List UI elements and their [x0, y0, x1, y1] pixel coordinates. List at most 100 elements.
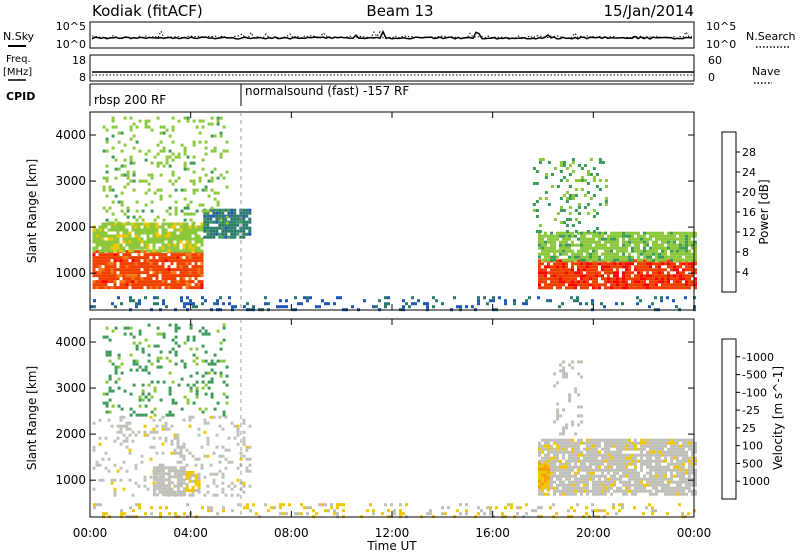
power-cell — [242, 208, 246, 212]
velocity-cell — [574, 489, 577, 493]
velocity-cell — [562, 369, 566, 373]
velocity-cell — [604, 465, 607, 469]
velocity-cell — [619, 462, 622, 466]
velocity-cell — [559, 450, 562, 454]
power-cell — [613, 283, 616, 287]
velocity-cell — [544, 456, 547, 460]
power-cell — [639, 299, 642, 303]
power-cell — [173, 268, 177, 272]
velocity-cell — [222, 509, 225, 513]
velocity-cell — [679, 450, 682, 454]
power-cell — [248, 220, 252, 224]
power-cell — [565, 218, 569, 221]
power-cell — [98, 243, 102, 247]
velocity-cell — [661, 459, 664, 463]
velocity-cell — [667, 450, 670, 454]
velocity-colorbar-label: Velocity [m s^-1] — [771, 366, 785, 470]
power-cell — [165, 128, 169, 132]
power-cell — [185, 280, 189, 284]
power-cell — [568, 173, 572, 176]
power-cell — [649, 280, 652, 284]
velocity-cell — [207, 371, 211, 375]
power-cell — [586, 262, 589, 266]
velocity-cell — [625, 456, 628, 460]
power-cell — [646, 231, 649, 235]
power-cell — [110, 256, 114, 260]
power-cell — [182, 280, 186, 284]
power-cell — [95, 246, 99, 250]
velocity-cell — [393, 509, 396, 513]
power-cell — [119, 243, 123, 247]
velocity-cell — [571, 438, 574, 442]
velocity-cell — [164, 421, 168, 425]
power-cell — [562, 280, 565, 284]
power-cell — [143, 225, 147, 229]
power-cell — [682, 243, 685, 247]
power-cell — [98, 228, 102, 232]
velocity-cell — [607, 438, 610, 442]
power-cell — [679, 243, 682, 247]
velocity-cell — [589, 447, 592, 451]
velocity-cell — [140, 460, 144, 464]
velocity-cell — [221, 475, 225, 479]
power-cell — [194, 253, 198, 257]
velocity-cell — [534, 509, 537, 513]
velocity-cell — [670, 441, 673, 445]
power-cell — [188, 277, 192, 281]
power-cell — [212, 220, 216, 224]
power-cell — [550, 280, 553, 284]
velocity-cell — [598, 465, 601, 469]
nave-tick-bottom: 0 — [708, 71, 715, 84]
power-cell — [562, 231, 565, 235]
power-cell — [168, 212, 172, 216]
power-cell — [604, 271, 607, 275]
velocity-cell — [679, 483, 682, 487]
velocity-cell — [688, 459, 691, 463]
power-cell — [185, 274, 189, 278]
power-cell — [658, 243, 661, 247]
power-cell — [131, 274, 135, 278]
velocity-cell — [643, 462, 646, 466]
velocity-cell — [195, 380, 199, 384]
freq-unit-label: [MHz] — [3, 67, 32, 78]
velocity-cell — [565, 372, 569, 376]
velocity-cell — [219, 359, 223, 363]
velocity-cell — [646, 450, 649, 454]
power-cell — [195, 209, 199, 213]
velocity-cell — [186, 383, 190, 387]
velocity-cell — [649, 453, 652, 457]
velocity-cell — [538, 482, 541, 486]
velocity-cell — [158, 481, 162, 485]
power-ylabel: Slant Range [km] — [25, 159, 39, 263]
power-cell — [643, 283, 646, 287]
velocity-cell — [333, 512, 336, 516]
power-cell — [131, 259, 135, 263]
velocity-cell — [176, 439, 180, 443]
power-cell — [152, 249, 156, 253]
power-cell — [544, 283, 547, 287]
velocity-cell — [264, 503, 267, 507]
power-cell — [637, 231, 640, 235]
velocity-cell — [173, 493, 177, 497]
power-cell — [104, 259, 108, 263]
power-cell — [616, 280, 619, 284]
power-cell — [592, 237, 595, 241]
power-cell — [676, 255, 679, 259]
velocity-cell — [586, 483, 589, 487]
velocity-cell — [372, 512, 375, 516]
velocity-cell — [122, 439, 126, 443]
power-cell — [616, 246, 619, 250]
velocity-cell — [616, 447, 619, 451]
velocity-cell — [664, 450, 667, 454]
power-cell — [158, 253, 162, 257]
power-cell — [123, 158, 127, 162]
velocity-cell — [194, 483, 198, 486]
velocity-cell — [556, 483, 559, 487]
xtick-label: 20:00 — [576, 526, 611, 540]
velocity-cell — [610, 492, 613, 496]
power-cell — [203, 223, 207, 227]
velocity-cell — [565, 426, 569, 430]
power-cell — [227, 235, 231, 239]
power-cell — [652, 262, 655, 266]
